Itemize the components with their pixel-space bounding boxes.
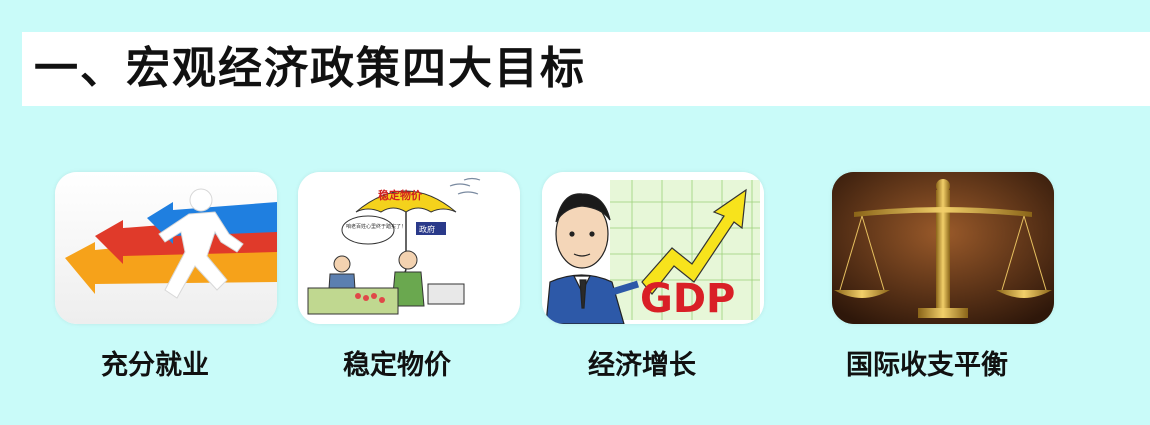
gdp-text: GDP	[640, 276, 735, 322]
speech-bubble-text: 咱老百姓心里终于踏实了！	[346, 223, 406, 230]
goal-card-price-stability: 稳定物价 政府 咱老百姓心里终于踏实了！	[298, 172, 520, 324]
goal-label-price-stability: 稳定物价	[343, 350, 451, 381]
umbrella-sign-text: 政府	[419, 224, 435, 234]
goal-label-balance-of-payments: 国际收支平衡	[846, 350, 1008, 381]
umbrella-cartoon-icon: 稳定物价 政府 咱老百姓心里终于踏实了！	[298, 172, 520, 324]
umbrella-label: 稳定物价	[378, 188, 423, 202]
slide-title: 一、宏观经济政策四大目标	[34, 43, 586, 94]
goal-label-economic-growth: 经济增长	[588, 350, 696, 381]
goal-card-full-employment	[55, 172, 277, 324]
gdp-growth-arrow-icon: GDP	[542, 172, 764, 324]
goal-label-full-employment: 充分就业	[101, 350, 209, 381]
goal-card-balance-of-payments	[832, 172, 1054, 324]
balance-scale-icon	[832, 172, 1054, 324]
title-bar: 一、宏观经济政策四大目标	[22, 32, 1150, 106]
running-man-arrows-icon	[55, 172, 277, 324]
goal-card-economic-growth: GDP	[542, 172, 764, 324]
